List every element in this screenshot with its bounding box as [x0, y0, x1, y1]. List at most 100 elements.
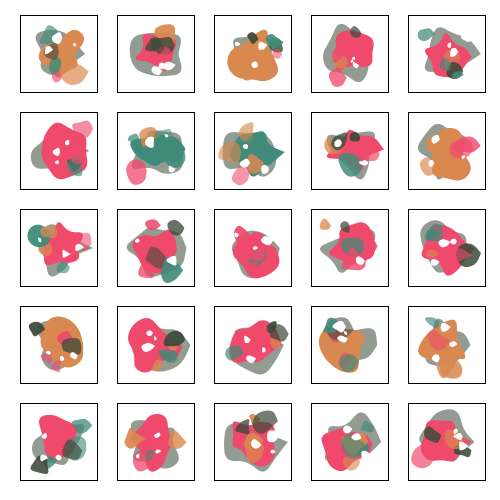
blob-hole [246, 355, 257, 364]
image-tile-r2-c2 [117, 112, 195, 190]
blob-patch [426, 249, 440, 258]
generated-blob-image [417, 27, 481, 79]
generated-blob-image [27, 222, 94, 277]
blob-patch [425, 229, 441, 241]
blob-patch [246, 153, 264, 174]
blob-hole [262, 347, 266, 353]
generated-blob-image [35, 25, 89, 85]
blob-patch [252, 410, 278, 434]
blob-hole [234, 41, 241, 47]
blob-patch [436, 421, 446, 431]
blob-hole [146, 330, 154, 337]
blob-patch [48, 57, 62, 75]
blob-hole [461, 155, 466, 159]
generated-blob-image [124, 413, 187, 472]
blob-patch [168, 430, 187, 449]
blob-patch [56, 261, 70, 274]
blob-patch [340, 221, 350, 233]
blob-hole [361, 450, 371, 462]
blob-patch [319, 218, 332, 230]
blob-hole [166, 255, 177, 266]
blob-hole [447, 42, 452, 48]
blob-hole [75, 243, 84, 251]
generated-blob-image [30, 414, 93, 475]
generated-blob-image [324, 129, 384, 180]
image-tile-r1-c5 [408, 15, 486, 93]
blob-patch [40, 225, 59, 239]
image-tile-r2-c1 [20, 112, 98, 190]
blob-hole [330, 223, 340, 234]
blob-patch [145, 219, 161, 231]
blob-hole [343, 425, 353, 434]
blob-patch [151, 359, 163, 371]
blob-hole [251, 439, 262, 449]
blob-hole [154, 432, 161, 439]
blob-patch [233, 225, 251, 246]
blob-hole [151, 66, 163, 76]
blob-patch [72, 120, 94, 139]
blob-patch [165, 350, 178, 363]
blob-hole [261, 164, 269, 174]
image-tile-r1-c1 [20, 15, 98, 93]
image-tile-r2-c3 [214, 112, 292, 190]
blob-patch [247, 32, 259, 45]
blob-patch [323, 317, 338, 334]
blob-body [44, 222, 84, 266]
generated-blob-image [319, 218, 378, 273]
generated-blob-image [227, 29, 284, 82]
blob-patch [163, 330, 186, 347]
blob-hole [239, 158, 251, 168]
image-tile-r4-c3 [214, 306, 292, 384]
blob-patch [247, 261, 258, 273]
blob-patch [269, 324, 289, 342]
blob-hole [158, 62, 166, 70]
blob-body [326, 129, 384, 171]
generated-blob-image [420, 220, 481, 276]
blob-patch [245, 132, 268, 159]
generated-blob-image [418, 317, 471, 379]
blob-hole [337, 335, 348, 343]
blob-hole [252, 246, 258, 250]
blob-patch [218, 141, 242, 164]
blob-patch [160, 257, 184, 284]
blob-patch [272, 49, 282, 59]
generated-blob-image [323, 23, 374, 87]
blob-hole [45, 350, 51, 355]
generated-blob-image [30, 120, 94, 180]
blob-hole [351, 56, 356, 60]
blob-hole [164, 133, 169, 138]
image-tile-r1-c4 [311, 15, 389, 93]
blob-hole [73, 42, 77, 47]
blob-hole [168, 165, 176, 173]
generated-blob-image [28, 316, 84, 373]
blob-hole [428, 160, 435, 167]
blob-patch [452, 71, 464, 79]
image-tile-r4-c5 [408, 306, 486, 384]
blob-patch [72, 418, 93, 434]
blob-hole [449, 341, 458, 348]
blob-hole [440, 322, 451, 332]
blob-patch [126, 159, 147, 185]
blob-patch [424, 317, 440, 329]
blob-hole [244, 335, 251, 344]
blob-patch [439, 57, 451, 72]
blob-patch [332, 49, 345, 63]
generated-blob-image [231, 225, 280, 279]
blob-patch [231, 164, 250, 186]
blob-hole [54, 160, 59, 165]
blob-hole [430, 258, 440, 266]
blob-hole [41, 432, 47, 439]
blob-hole [261, 236, 274, 246]
image-tile-r4-c4 [311, 306, 389, 384]
blob-hole [62, 249, 71, 258]
blob-hole [242, 144, 249, 149]
blob-patch [225, 345, 245, 361]
blob-patch [328, 69, 347, 87]
image-tile-r4-c1 [20, 306, 98, 384]
blob-hole [352, 61, 360, 69]
blob-patch [243, 72, 254, 81]
blob-patch [338, 152, 362, 177]
blob-patch [350, 26, 362, 38]
blob-hole [351, 433, 362, 441]
